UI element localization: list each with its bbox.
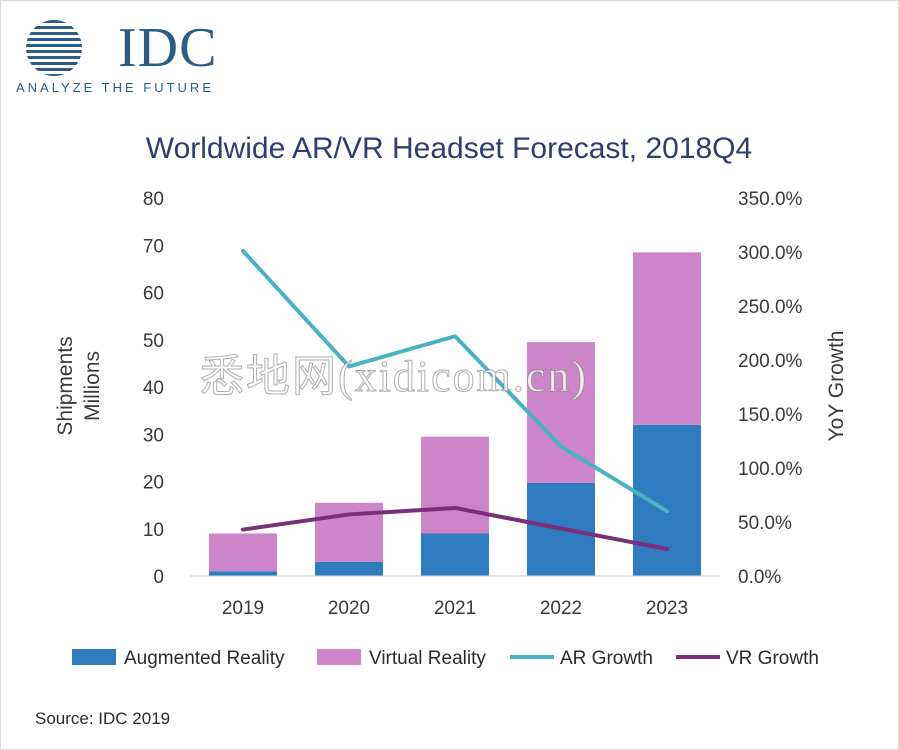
logo-tagline: ANALYZE THE FUTURE [16, 80, 214, 95]
legend-vr-growth: VR Growth [676, 648, 819, 669]
source-note: Source: IDC 2019 [35, 709, 171, 728]
chart: Worldwide AR/VR Headset Forecast, 2018Q4… [54, 132, 848, 669]
x-tick-label: 2020 [328, 598, 370, 619]
y-tick-label: 20 [143, 473, 164, 494]
ar-bar [421, 533, 489, 576]
bar-series [209, 252, 701, 576]
legend-augmented-reality-label: Augmented Reality [124, 648, 285, 669]
legend-augmented-reality-swatch [72, 649, 116, 665]
vr-growth-line [241, 505, 669, 551]
legend-virtual-reality-label: Virtual Reality [369, 648, 486, 669]
y-tick-label: 0 [153, 567, 164, 588]
x-axis-ticks: 2019 2020 2021 2022 2023 [222, 598, 688, 619]
chart-title: Worldwide AR/VR Headset Forecast, 2018Q4 [146, 132, 752, 165]
line-series [241, 248, 669, 551]
legend-ar-growth-label: AR Growth [560, 648, 653, 669]
logo-wordmark: IDC [118, 17, 218, 79]
y2-tick-label: 200.0% [738, 351, 803, 372]
y2-tick-label: 250.0% [738, 297, 803, 318]
y2-tick-label: 150.0% [738, 405, 803, 426]
ar-bar [209, 571, 277, 576]
x-tick-label: 2023 [646, 598, 688, 619]
ar-bar [633, 424, 701, 576]
y-axis-ticks: 0 10 20 30 40 50 60 70 80 [143, 189, 164, 588]
x-tick-label: 2019 [222, 598, 264, 619]
y2-tick-label: 50.0% [738, 513, 792, 534]
y-tick-label: 70 [143, 236, 164, 257]
legend: Augmented Reality Virtual Reality AR Growt… [72, 648, 819, 669]
legend-ar-growth: AR Growth [510, 648, 653, 669]
y2-axis-label: YoY Growth [825, 331, 848, 442]
legend-vr-growth-label: VR Growth [726, 648, 819, 669]
x-tick-label: 2022 [540, 598, 582, 619]
y-tick-label: 80 [143, 189, 164, 210]
y-axis-label-line: Shipments [54, 336, 77, 435]
vr-bar [633, 252, 701, 425]
y2-tick-label: 350.0% [738, 189, 803, 210]
y-axis-label-line: Millions [81, 351, 104, 421]
y-tick-label: 30 [143, 425, 164, 446]
idc-globe-icon [26, 20, 82, 76]
x-tick-label: 2021 [434, 598, 476, 619]
legend-virtual-reality: Virtual Reality [317, 648, 486, 669]
ar-growth-line [241, 248, 669, 514]
watermark: 悉地网(xidicom.cn) [199, 352, 589, 402]
y2-tick-label: 100.0% [738, 459, 803, 480]
y-tick-label: 50 [143, 331, 164, 352]
y-tick-label: 60 [143, 284, 164, 305]
y2-tick-label: 300.0% [738, 243, 803, 264]
y2-tick-label: 0.0% [738, 567, 781, 588]
legend-virtual-reality-swatch [317, 649, 361, 665]
vr-bar [421, 436, 489, 534]
idc-logo: IDC ANALYZE THE FUTURE [14, 14, 244, 98]
vr-bar [209, 533, 277, 572]
y2-axis-ticks: 0.0% 50.0% 100.0% 150.0% 200.0% 250.0% 300.0% 3… [738, 189, 803, 588]
y-axis-label: Shipments Millions [54, 336, 104, 435]
ar-bar [315, 561, 383, 576]
y-tick-label: 40 [143, 378, 164, 399]
legend-augmented-reality: Augmented Reality [72, 648, 285, 669]
y-tick-label: 10 [143, 520, 164, 541]
